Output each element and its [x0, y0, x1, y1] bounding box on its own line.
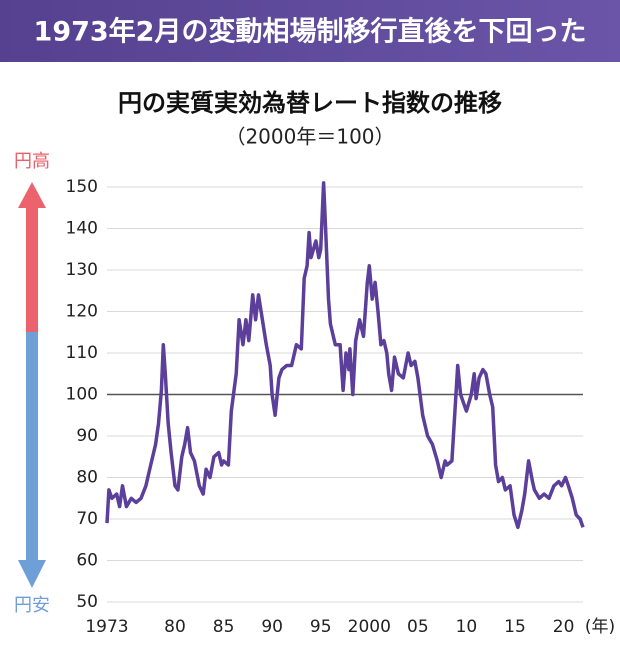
y-tick-label: 50: [76, 592, 98, 612]
y-tick-label: 70: [76, 509, 98, 529]
x-unit: (年): [585, 617, 615, 637]
y-tick-label: 120: [66, 302, 98, 322]
y-tick-label: 150: [66, 177, 98, 197]
header: 1973年2月の変動相場制移行直後を下回った: [34, 16, 587, 48]
y-tick-label: 90: [76, 426, 98, 446]
x-tick-label: 2000: [348, 617, 391, 637]
x-tick-label: 85: [213, 617, 235, 637]
subtitle: （2000年＝100）: [225, 125, 394, 149]
x-tick-label: 80: [164, 617, 186, 637]
up-arrow: [18, 182, 46, 332]
x-tick-label: 20: [553, 617, 575, 637]
y-tick-label: 60: [76, 551, 98, 571]
x-tick-label: 05: [407, 617, 429, 637]
y-tick-label: 100: [66, 385, 98, 405]
chart-title: 円の実質実効為替レート指数の推移: [118, 89, 502, 117]
y-tick-label: 110: [66, 343, 98, 363]
y-tick-label: 130: [66, 260, 98, 280]
x-tick-label: 15: [504, 617, 526, 637]
x-tick-label: 10: [456, 617, 478, 637]
strong-label: 円高: [14, 151, 50, 172]
weak-label: 円安: [14, 595, 50, 616]
x-tick-label: 90: [261, 617, 283, 637]
down-arrow: [18, 332, 46, 588]
x-tick-label: 95: [310, 617, 332, 637]
y-tick-label: 140: [66, 219, 98, 239]
data-line: [105, 181, 585, 530]
header-band: [0, 0, 620, 62]
y-tick-label: 80: [76, 468, 98, 488]
x-tick-label: 1973: [85, 617, 128, 637]
